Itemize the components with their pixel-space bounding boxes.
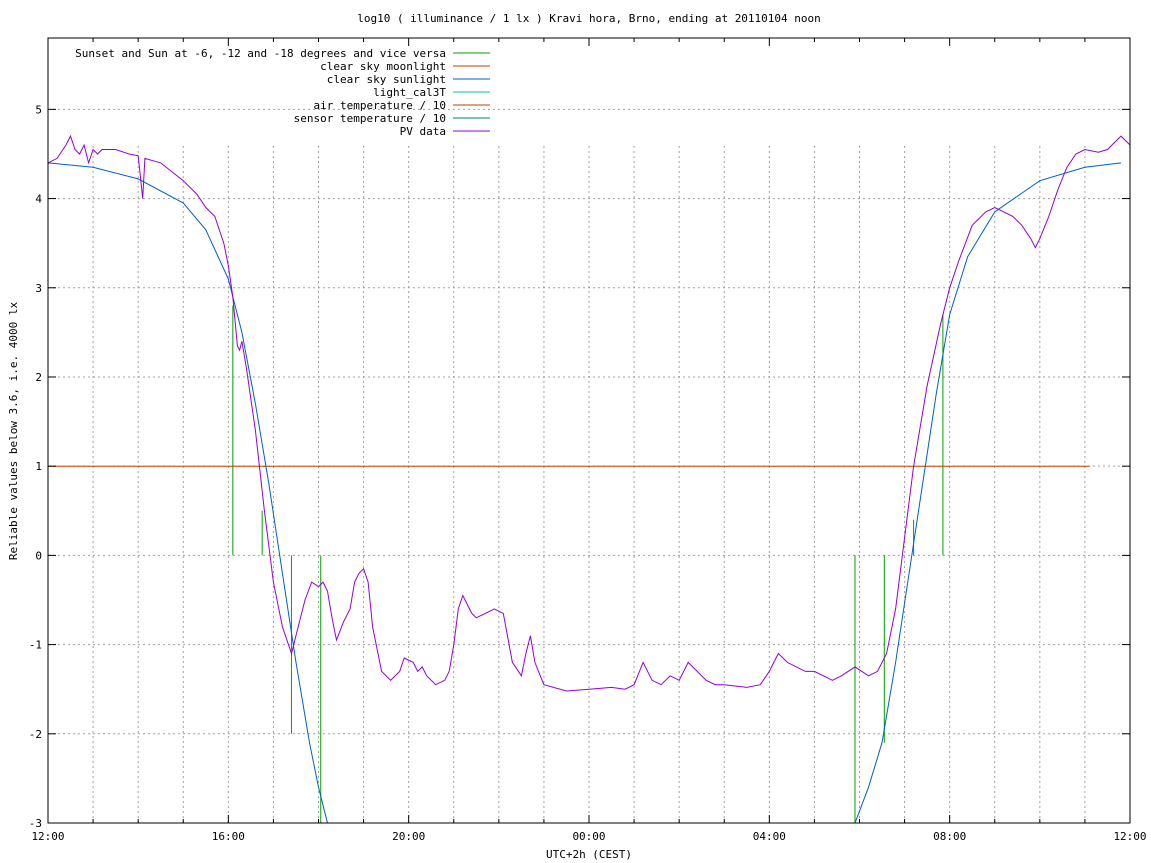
series-line	[47, 162, 1122, 824]
y-tick-label: 3	[35, 282, 42, 295]
y-tick-label: -3	[29, 817, 42, 830]
x-tick-label: 00:00	[572, 830, 605, 843]
plot-border	[47, 37, 1131, 824]
legend-label: sensor temperature / 10	[294, 112, 446, 125]
y-tick-label: -1	[29, 639, 42, 652]
x-tick-label: 12:00	[31, 830, 64, 843]
legend-label: air temperature / 10	[314, 99, 446, 112]
axis-ticks	[48, 38, 1130, 824]
x-tick-label: 20:00	[392, 830, 425, 843]
tick-labels: 12:00 16:00 20:00 00:00 04:00 08:00 12:00-3-2-…	[29, 103, 1147, 843]
y-axis-label: Reliable values below 3.6, i.e. 4000 lx	[7, 301, 20, 560]
x-tick-label: 08:00	[933, 830, 966, 843]
series-line	[47, 134, 1131, 692]
y-tick-label: 2	[35, 371, 42, 384]
chart-title: log10 ( illuminance / 1 lx ) Kravi hora,…	[357, 12, 821, 25]
y-tick-label: 0	[35, 549, 42, 562]
plot-series	[47, 134, 1131, 824]
legend-label: PV data	[400, 125, 446, 138]
legend-label: Sunset and Sun at -6, -12 and -18 degree…	[75, 47, 446, 60]
legend-label: light_cal3T	[373, 86, 446, 99]
x-axis-label: UTC+2h (CEST)	[546, 848, 632, 861]
x-tick-label: 04:00	[753, 830, 786, 843]
y-tick-label: 5	[35, 103, 42, 116]
y-tick-label: -2	[29, 728, 42, 741]
y-tick-label: 1	[35, 460, 42, 473]
legend-label: clear sky sunlight	[327, 73, 446, 86]
legend-label: clear sky moonlight	[320, 60, 446, 73]
x-tick-label: 16:00	[212, 830, 245, 843]
y-tick-label: 4	[35, 193, 42, 206]
legend: Sunset and Sun at -6, -12 and -18 degree…	[75, 47, 490, 138]
x-tick-label: 12:00	[1113, 830, 1146, 843]
